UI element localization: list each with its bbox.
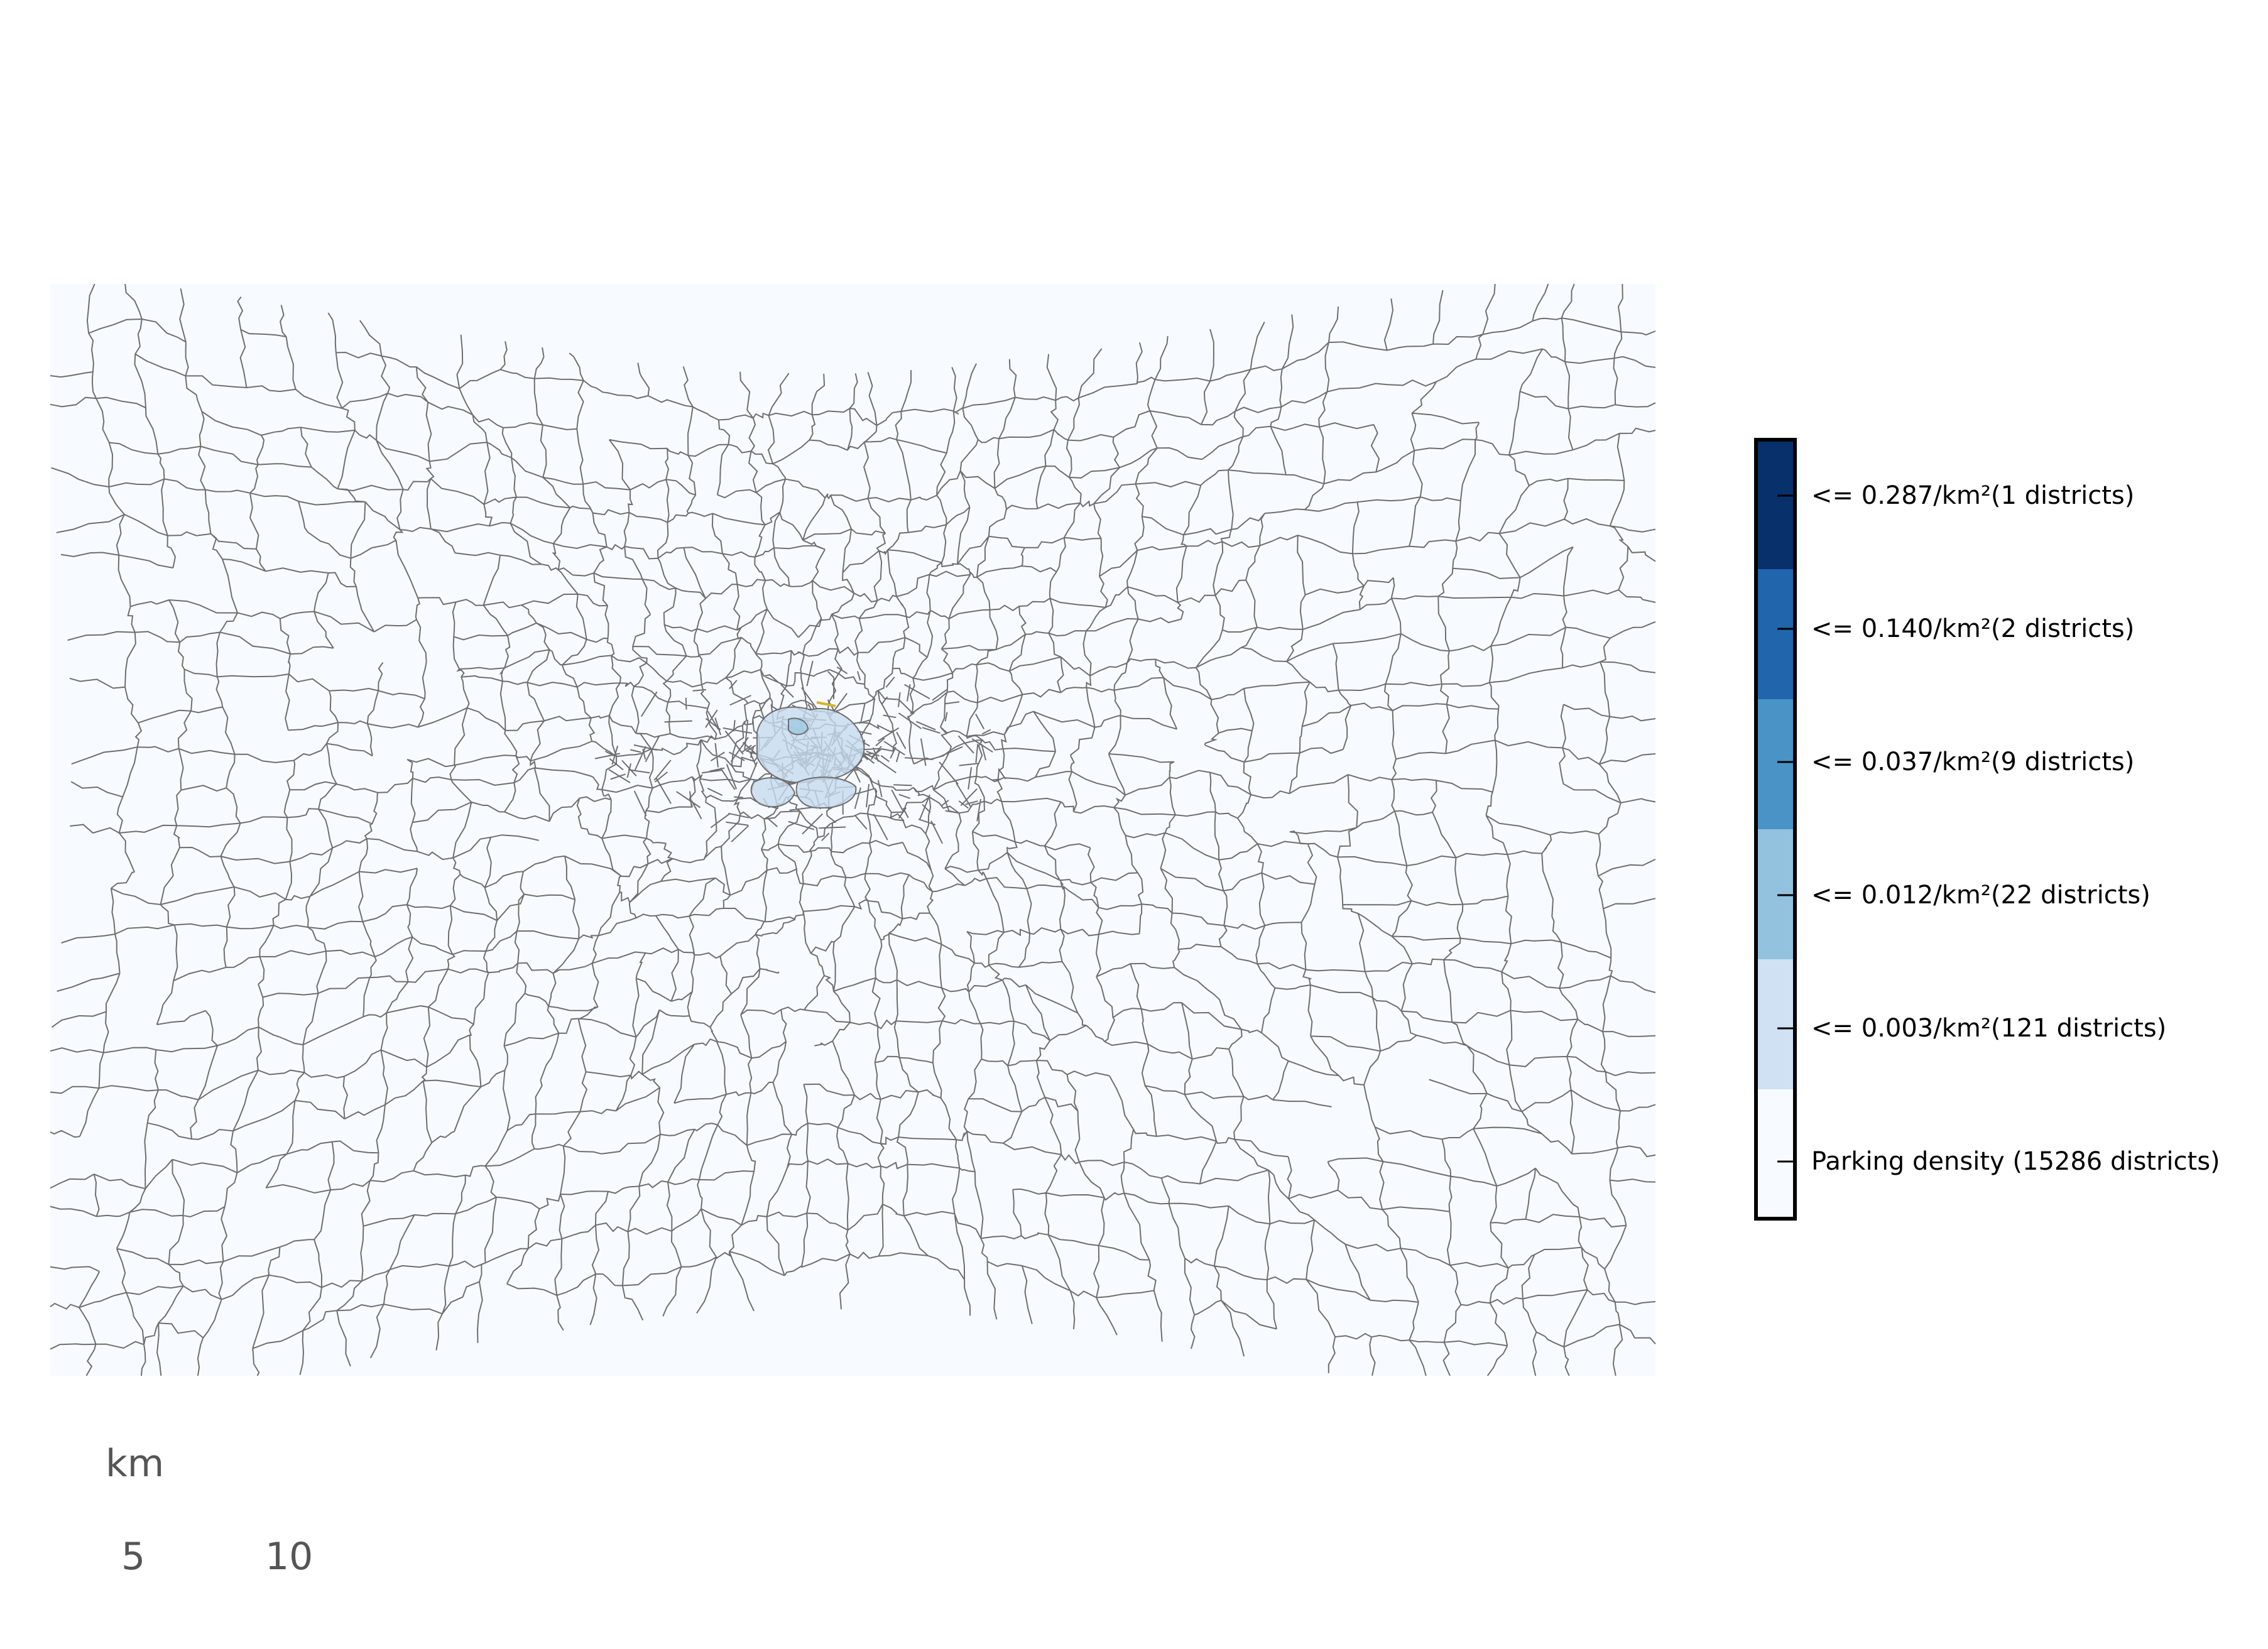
legend-swatch-0: [1756, 440, 1795, 569]
highlight-district-southeast: [795, 776, 857, 809]
district-boundaries: [50, 283, 1656, 1376]
legend-swatch-4: [1756, 959, 1795, 1089]
legend-label-0: <= 0.287/km²(1 districts): [1811, 481, 2134, 510]
highlight-accent-line: [816, 701, 836, 707]
highlight-district-core: [788, 717, 809, 736]
highlight-district-southwest: [750, 777, 796, 808]
legend-colorbar-frame: [1754, 438, 1797, 1221]
scale-tick-5: 5: [121, 1535, 145, 1579]
scale-tick-10: 10: [265, 1535, 313, 1579]
highlight-district-north: [756, 706, 865, 783]
legend-label-5: Parking density (15286 districts): [1811, 1147, 2220, 1176]
map-panel[interactable]: [50, 283, 1656, 1376]
scale-bar: km 5 10: [106, 1442, 313, 1579]
legend: <= 0.287/km²(1 districts) <= 0.140/km²(2…: [1754, 438, 2220, 1221]
legend-label-1: <= 0.140/km²(2 districts): [1811, 614, 2134, 643]
legend-label-4: <= 0.003/km²(121 districts): [1811, 1014, 2166, 1043]
legend-swatch-5: [1756, 1089, 1795, 1219]
legend-label-2: <= 0.037/km²(9 districts): [1811, 748, 2134, 776]
legend-ticks: [1777, 494, 1795, 1163]
legend-swatch-2: [1756, 699, 1795, 829]
legend-label-3: <= 0.012/km²(22 districts): [1811, 881, 2151, 910]
central-districts-highlight: [750, 701, 865, 809]
scale-unit: km: [106, 1442, 164, 1486]
legend-swatch-1: [1756, 569, 1795, 699]
legend-colorbar: [1756, 440, 1795, 1219]
map-background: [50, 284, 1655, 1376]
district-boundary-lines: [50, 283, 1656, 1376]
